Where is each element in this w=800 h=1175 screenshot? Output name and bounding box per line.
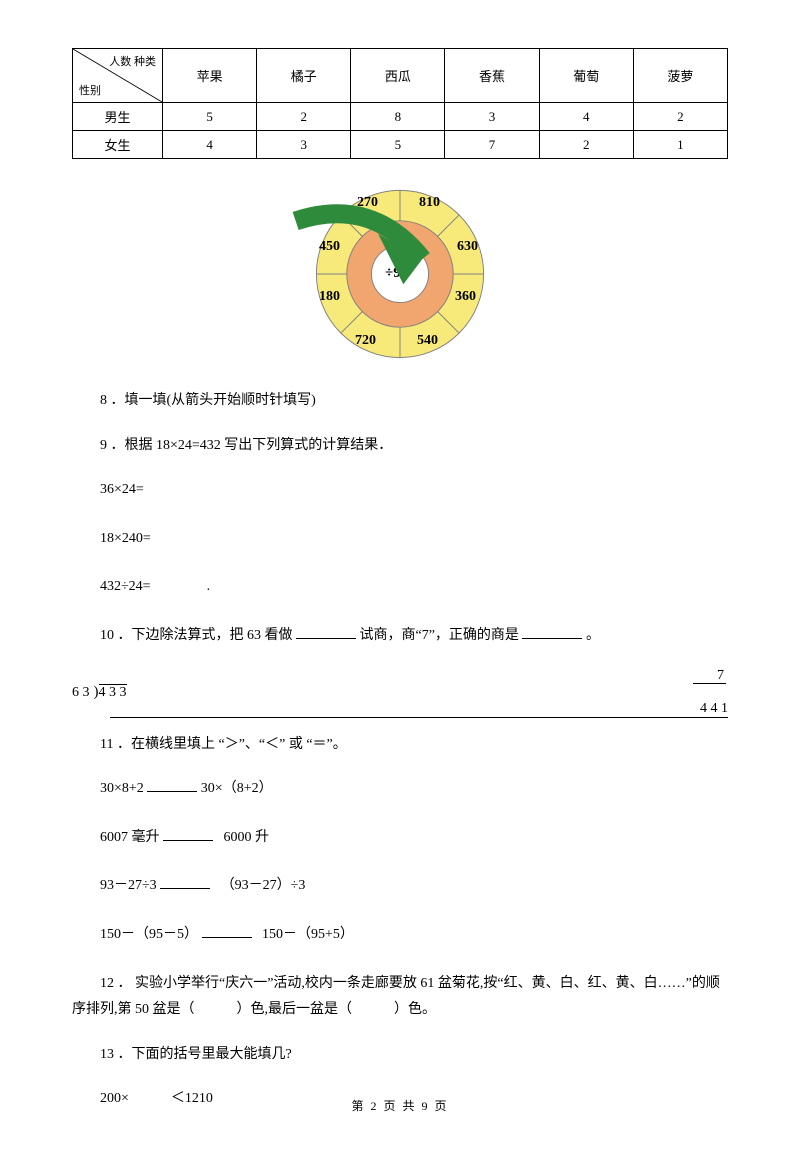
cmp-left: 150－（95－5）: [100, 927, 198, 942]
diag-bottom-label: 性别: [79, 82, 101, 98]
q10-post: 。: [586, 628, 600, 643]
cmp-right: 6000 升: [224, 830, 270, 845]
cell: 1: [633, 131, 727, 159]
q10-line: 10 ．下边除法算式，把 63 看做 试商，商“7”，正确的商是 。: [72, 623, 728, 650]
cmp-left: 30×8+2: [100, 781, 144, 796]
cell: 4: [539, 103, 633, 131]
cmp-right: 150－（95+5）: [262, 927, 354, 942]
blank: [147, 779, 197, 792]
blank: [202, 925, 252, 938]
q12-text: 12 ． 实验小学举行“庆六一”活动,校内一条走廊要放 61 盆菊花,按“红、黄…: [72, 971, 728, 1024]
q9-lead: 9 ．根据 18×24=432 写出下列算式的计算结果．: [72, 433, 728, 460]
col-5: 菠萝: [633, 49, 727, 103]
wheel-chart: 810 630 360 540 720 180 450 270 9 ÷90: [72, 179, 728, 374]
blank: [163, 827, 213, 840]
col-0: 苹果: [163, 49, 257, 103]
q11-item-3: 150－（95－5） 150－（95+5）: [72, 922, 728, 949]
page-footer: 第 2 页 共 9 页: [0, 1097, 800, 1114]
q9-eq-0: 36×24=: [72, 477, 728, 504]
div-dividend: 4 3 3: [99, 684, 127, 700]
cell: 4: [163, 131, 257, 159]
q11-lead: 11 ．在横线里填上 “＞”、“＜” 或 “＝”。: [72, 732, 728, 759]
col-1: 橘子: [257, 49, 351, 103]
table-row: 男生 5 2 8 3 4 2: [73, 103, 728, 131]
table-corner-cell: 人数 种类 性别: [73, 49, 163, 103]
row-label-1: 女生: [73, 131, 163, 159]
q10-mid: 试商，商“7”，正确的商是: [360, 628, 519, 643]
div-partial: 4 4 1: [700, 701, 728, 716]
row-label-0: 男生: [73, 103, 163, 131]
q11-item-1: 6007 毫升 6000 升: [72, 825, 728, 852]
diag-top-label: 人数 种类: [109, 53, 156, 69]
blank: [160, 876, 210, 889]
cell: 2: [539, 131, 633, 159]
blank: [522, 626, 582, 639]
cmp-right: 30×（8+2）: [201, 781, 273, 796]
cell: 7: [445, 131, 539, 159]
q9-eq-1: 18×240=: [72, 526, 728, 553]
q11-item-0: 30×8+2 30×（8+2）: [72, 776, 728, 803]
arrow-icon: [283, 183, 473, 373]
cell: 5: [163, 103, 257, 131]
cell: 3: [257, 131, 351, 159]
q8-text: 8 ．填一填(从箭头开始顺时针填写): [72, 388, 728, 415]
cmp-left: 6007 毫升: [100, 830, 160, 845]
cmp-right: （93－27）÷3: [221, 878, 306, 893]
table-row: 女生 4 3 5 7 2 1: [73, 131, 728, 159]
blank: [296, 626, 356, 639]
cell: 5: [351, 131, 445, 159]
cell: 8: [351, 103, 445, 131]
cell: 3: [445, 103, 539, 131]
q9-eq-2: 432÷24= .: [72, 574, 728, 601]
div-divisor: 6 3: [72, 685, 90, 700]
cell: 2: [257, 103, 351, 131]
cmp-left: 93－27÷3: [100, 878, 157, 893]
div-quo: 7: [693, 668, 726, 684]
q13-lead: 13 ．下面的括号里最大能填几?: [72, 1042, 728, 1069]
q10-pre: 10 ．下边除法算式，把 63 看做: [100, 628, 293, 643]
col-2: 西瓜: [351, 49, 445, 103]
col-3: 香蕉: [445, 49, 539, 103]
cell: 2: [633, 103, 727, 131]
col-4: 葡萄: [539, 49, 633, 103]
fruit-table: 人数 种类 性别 苹果 橘子 西瓜 香蕉 葡萄 菠萝 男生 5 2 8 3 4 …: [72, 48, 728, 159]
q11-item-2: 93－27÷3 （93－27）÷3: [72, 873, 728, 900]
